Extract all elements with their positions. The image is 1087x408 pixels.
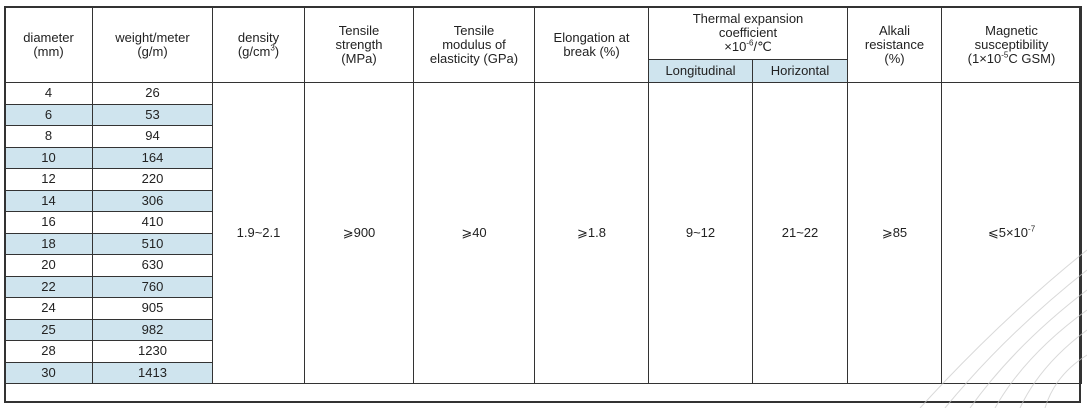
header-weight: weight/meter (g/m): [92, 6, 213, 83]
weight-cell: 164: [92, 146, 213, 169]
longitudinal-value: 9~12: [648, 82, 753, 384]
header-tensile-modulus: Tensile modulus of elasticity (GPa): [413, 6, 535, 83]
table-row: 4 26 1.9~2.1 ⩾900 ⩾40 ⩾1.8 9~12 21~22 ⩾85 ⩽5×10-7: [4, 82, 1082, 384]
table-frame: [4, 6, 1081, 403]
table-row: 28 1230: [4, 340, 1082, 363]
tensile-strength-value: ⩾900: [304, 82, 414, 384]
diameter-cell: 6: [4, 103, 93, 126]
header-density: density (g/cm3): [212, 6, 305, 83]
header-diameter: diameter (mm): [4, 6, 93, 83]
diameter-cell: 22: [4, 275, 93, 298]
weight-cell: 306: [92, 189, 213, 212]
diameter-cell: 18: [4, 232, 93, 255]
weight-cell: 53: [92, 103, 213, 126]
horizontal-value: 21~22: [752, 82, 848, 384]
table-row: 24 905: [4, 297, 1082, 320]
header-longitudinal: Longitudinal: [648, 59, 753, 83]
weight-cell: 26: [92, 82, 213, 105]
diameter-cell: 30: [4, 361, 93, 384]
table-row: 30 1413: [4, 361, 1082, 384]
header-horizontal: Horizontal: [752, 59, 848, 83]
weight-cell: 1413: [92, 361, 213, 384]
properties-table: diameter (mm) weight/meter (g/m) density (g…: [4, 6, 1082, 384]
diameter-cell: 25: [4, 318, 93, 341]
density-value: 1.9~2.1: [212, 82, 305, 384]
header-magnetic-susceptibility: Magnetic susceptibility (1×10-5C GSM): [941, 6, 1082, 83]
alkali-resistance-value: ⩾85: [847, 82, 942, 384]
table-row: 20 630: [4, 254, 1082, 277]
table-row: 6 53: [4, 103, 1082, 126]
elongation-value: ⩾1.8: [534, 82, 649, 384]
tensile-modulus-value: ⩾40: [413, 82, 535, 384]
header-elongation: Elongation at break (%): [534, 6, 649, 83]
header-alkali-resistance: Alkali resistance (%): [847, 6, 942, 83]
